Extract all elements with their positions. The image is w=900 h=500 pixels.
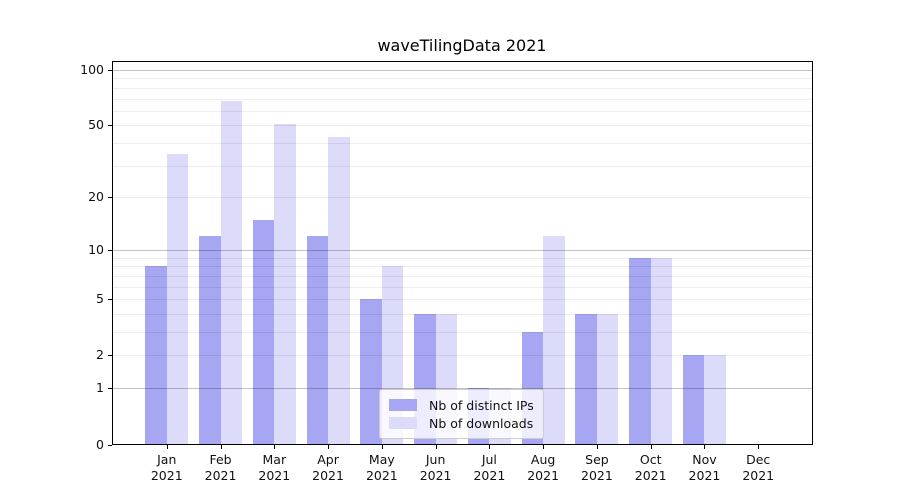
x-tick-label-dec: Dec 2021 [742, 452, 775, 483]
gridline-100 [113, 70, 812, 71]
chart-title: waveTilingData 2021 [377, 36, 547, 55]
gridline-1 [113, 388, 812, 390]
x-tick-label-mar: Mar 2021 [258, 452, 291, 483]
x-tick-mark-sep [596, 445, 598, 449]
x-tick-mark-dec [758, 445, 760, 449]
legend: Nb of distinct IPs Nb of downloads [379, 389, 544, 439]
bar-nb-of-downloads-feb [220, 100, 243, 444]
x-tick-mark-oct [650, 445, 652, 449]
plot-area [112, 61, 813, 445]
y-tick-label-2: 2 [96, 347, 104, 363]
x-tick-label-apr: Apr 2021 [312, 452, 344, 483]
x-tick-label-jul: Jul 2021 [473, 452, 506, 483]
x-tick-label-nov: Nov 2021 [688, 452, 721, 483]
bar-nb-of-distinct-ips-oct [629, 257, 651, 444]
y-tick-mark-100 [108, 70, 112, 71]
bar-nb-of-distinct-ips-mar [252, 219, 275, 444]
gridline-80 [113, 87, 812, 89]
y-tick-label-100: 100 [80, 62, 104, 77]
x-tick-label-jun: Jun 2021 [419, 452, 452, 483]
y-tick-label-1: 1 [96, 380, 104, 396]
x-tick-label-sep: Sep 2021 [581, 452, 613, 483]
bar-nb-of-downloads-apr [328, 137, 350, 444]
bar-nb-of-distinct-ips-nov [682, 355, 705, 444]
y-tick-mark-5 [108, 299, 112, 300]
gridline-70 [113, 98, 812, 100]
y-tick-mark-20 [108, 197, 112, 198]
bar-nb-of-distinct-ips-jan [145, 266, 167, 444]
gridline-20 [113, 197, 812, 199]
y-tick-label-10: 10 [88, 241, 104, 257]
y-tick-label-5: 5 [96, 291, 104, 307]
y-tick-mark-10 [108, 250, 112, 251]
legend-swatch-icon [389, 417, 417, 429]
gridline-30 [113, 165, 812, 167]
legend-swatch-icon [389, 399, 417, 411]
gridline-40 [113, 143, 812, 145]
y-tick-mark-1 [108, 388, 112, 389]
y-tick-mark-2 [108, 355, 112, 356]
bar-nb-of-distinct-ips-sep [575, 313, 597, 444]
y-tick-mark-0 [108, 445, 112, 446]
gridline-9 [113, 257, 812, 259]
y-tick-label-50: 50 [88, 117, 104, 133]
x-tick-mark-jul [489, 445, 491, 449]
legend-label: Nb of distinct IPs [429, 397, 534, 413]
bar-nb-of-distinct-ips-may [360, 299, 382, 444]
bar-nb-of-distinct-ips-apr [306, 236, 329, 444]
x-tick-label-feb: Feb 2021 [204, 452, 237, 483]
y-tick-label-0: 0 [96, 436, 104, 452]
bar-nb-of-downloads-oct [650, 257, 673, 444]
bar-nb-of-downloads-mar [274, 123, 296, 444]
x-tick-label-may: May 2021 [365, 452, 398, 483]
gridline-3 [113, 332, 812, 333]
gridline-2 [113, 355, 812, 357]
bar-nb-of-downloads-jan [166, 153, 189, 444]
gridline-5 [113, 299, 812, 301]
x-tick-mark-mar [274, 445, 276, 449]
x-tick-mark-nov [704, 445, 706, 449]
x-tick-mark-feb [220, 445, 222, 449]
gridline-6 [113, 286, 812, 288]
bar-nb-of-downloads-nov [704, 355, 726, 444]
gridline-10 [113, 249, 812, 251]
bar-nb-of-downloads-sep [596, 313, 619, 444]
legend-item: Nb of distinct IPs [389, 396, 534, 414]
gridline-50 [113, 125, 812, 127]
y-tick-mark-50 [108, 125, 112, 126]
y-tick-label-20: 20 [88, 189, 104, 205]
gridline-7 [113, 275, 812, 277]
x-tick-mark-aug [543, 445, 545, 449]
x-tick-mark-jan [166, 445, 168, 449]
x-tick-mark-apr [328, 445, 330, 449]
x-tick-label-jan: Jan 2021 [150, 452, 183, 483]
gridline-90 [113, 78, 812, 80]
legend-label: Nb of downloads [429, 415, 534, 431]
x-tick-mark-may [381, 445, 383, 449]
bar-nb-of-distinct-ips-feb [199, 236, 221, 444]
gridline-60 [113, 110, 812, 112]
gridline-8 [113, 266, 812, 268]
x-tick-label-oct: Oct 2021 [634, 452, 667, 483]
x-tick-mark-jun [435, 445, 437, 449]
gridline-4 [113, 313, 812, 315]
bar-nb-of-downloads-aug [543, 236, 565, 444]
x-tick-label-aug: Aug 2021 [527, 452, 560, 483]
legend-item: Nb of downloads [389, 414, 534, 432]
